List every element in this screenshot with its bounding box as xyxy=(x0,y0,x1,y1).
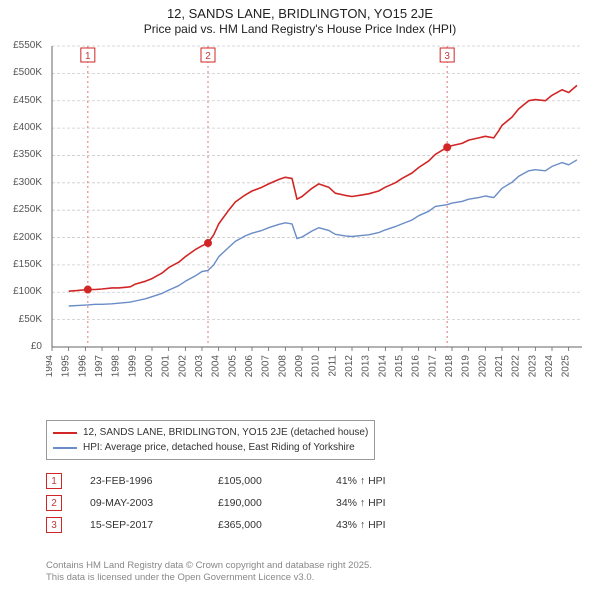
x-tick-label: 2009 xyxy=(294,355,305,378)
x-tick-label: 2006 xyxy=(244,355,255,378)
event-row: 1 23-FEB-1996 £105,000 41% ↑ HPI xyxy=(46,470,386,492)
y-tick-label: £300K xyxy=(2,177,42,188)
svg-text:3: 3 xyxy=(444,51,450,62)
event-date: 23-FEB-1996 xyxy=(90,475,190,487)
legend-label: 12, SANDS LANE, BRIDLINGTON, YO15 2JE (d… xyxy=(83,425,368,440)
event-number-box: 2 xyxy=(46,495,62,511)
event-row: 3 15-SEP-2017 £365,000 43% ↑ HPI xyxy=(46,514,386,536)
y-tick-label: £250K xyxy=(2,204,42,215)
y-tick-label: £150K xyxy=(2,259,42,270)
footer-attribution: Contains HM Land Registry data © Crown c… xyxy=(46,560,372,584)
x-tick-label: 2019 xyxy=(461,355,472,378)
x-tick-label: 2022 xyxy=(511,355,522,378)
x-tick-label: 2016 xyxy=(411,355,422,378)
x-tick-label: 2014 xyxy=(377,355,388,378)
event-price: £190,000 xyxy=(218,497,308,509)
y-tick-label: £100K xyxy=(2,286,42,297)
x-tick-label: 2010 xyxy=(311,355,322,378)
y-tick-label: £500K xyxy=(2,67,42,78)
y-tick-label: £0 xyxy=(2,341,42,352)
x-tick-label: 2021 xyxy=(494,355,505,378)
legend-swatch xyxy=(53,447,77,449)
legend-swatch xyxy=(53,432,77,434)
event-date: 15-SEP-2017 xyxy=(90,519,190,531)
legend-item: HPI: Average price, detached house, East… xyxy=(53,440,368,455)
x-tick-label: 2001 xyxy=(161,355,172,378)
x-tick-label: 1997 xyxy=(94,355,105,378)
x-tick-label: 2011 xyxy=(327,355,338,377)
x-tick-label: 1994 xyxy=(46,355,55,378)
x-tick-label: 2023 xyxy=(527,355,538,378)
event-price: £105,000 xyxy=(218,475,308,487)
chart-legend: 12, SANDS LANE, BRIDLINGTON, YO15 2JE (d… xyxy=(46,420,375,460)
event-number-box: 3 xyxy=(46,517,62,533)
svg-text:1: 1 xyxy=(85,51,91,62)
x-tick-label: 2015 xyxy=(394,355,405,378)
event-delta: 41% ↑ HPI xyxy=(336,475,386,487)
y-tick-label: £350K xyxy=(2,149,42,160)
footer-line-2: This data is licensed under the Open Gov… xyxy=(46,572,372,584)
x-tick-label: 2018 xyxy=(444,355,455,378)
event-date: 09-MAY-2003 xyxy=(90,497,190,509)
x-tick-label: 2024 xyxy=(544,355,555,378)
svg-text:2: 2 xyxy=(205,51,211,62)
x-tick-label: 1998 xyxy=(111,355,122,378)
x-tick-label: 2003 xyxy=(194,355,205,378)
x-tick-label: 2012 xyxy=(344,355,355,378)
y-tick-label: £400K xyxy=(2,122,42,133)
price-chart: 1994 1995 1996 1997 1998 1999 2000 2001 2002 2003… xyxy=(46,42,586,387)
event-delta: 34% ↑ HPI xyxy=(336,497,386,509)
event-number-box: 1 xyxy=(46,473,62,489)
y-tick-label: £200K xyxy=(2,232,42,243)
events-table: 1 23-FEB-1996 £105,000 41% ↑ HPI 2 09-MAY-200… xyxy=(46,470,386,536)
x-tick-label: 2005 xyxy=(227,355,238,378)
event-row: 2 09-MAY-2003 £190,000 34% ↑ HPI xyxy=(46,492,386,514)
y-tick-label: £550K xyxy=(2,40,42,51)
x-tick-label: 2025 xyxy=(561,355,572,378)
legend-item: 12, SANDS LANE, BRIDLINGTON, YO15 2JE (d… xyxy=(53,425,368,440)
chart-title-1: 12, SANDS LANE, BRIDLINGTON, YO15 2JE xyxy=(0,6,600,22)
y-tick-label: £50K xyxy=(2,314,42,325)
legend-label: HPI: Average price, detached house, East… xyxy=(83,440,355,455)
chart-titles: 12, SANDS LANE, BRIDLINGTON, YO15 2JE Pr… xyxy=(0,0,600,37)
x-tick-label: 2002 xyxy=(177,355,188,378)
footer-line-1: Contains HM Land Registry data © Crown c… xyxy=(46,560,372,572)
x-tick-label: 2020 xyxy=(477,355,488,378)
x-tick-label: 1999 xyxy=(127,355,138,378)
x-tick-label: 2013 xyxy=(361,355,372,378)
event-price: £365,000 xyxy=(218,519,308,531)
x-tick-label: 2000 xyxy=(144,355,155,378)
x-tick-label: 1995 xyxy=(61,355,72,378)
x-tick-label: 2017 xyxy=(427,355,438,378)
x-tick-label: 2007 xyxy=(261,355,272,378)
x-tick-label: 1996 xyxy=(77,355,88,378)
x-tick-label: 2004 xyxy=(211,355,222,378)
y-tick-label: £450K xyxy=(2,95,42,106)
chart-title-2: Price paid vs. HM Land Registry's House … xyxy=(0,22,600,37)
event-delta: 43% ↑ HPI xyxy=(336,519,386,531)
x-tick-label: 2008 xyxy=(277,355,288,378)
